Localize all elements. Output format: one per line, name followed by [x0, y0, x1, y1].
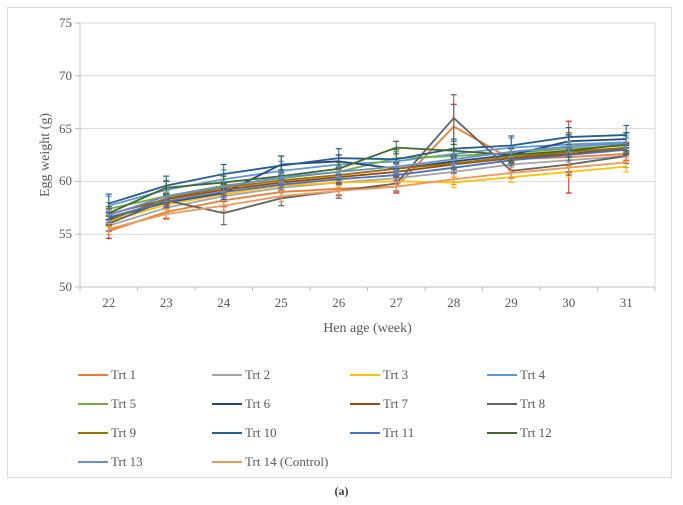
- legend-swatch: [212, 402, 242, 405]
- legend-item-trt-2: Trt 2: [212, 367, 350, 383]
- legend-swatch: [78, 460, 108, 463]
- x-tick-30: 30: [562, 295, 576, 310]
- x-tick-27: 27: [389, 295, 403, 310]
- y-tick-55: 55: [59, 226, 72, 242]
- legend-label: Trt 9: [111, 424, 137, 440]
- x-tick-24: 24: [217, 295, 231, 310]
- legend-swatch: [487, 402, 517, 405]
- chart-legend: Trt 1 Trt 2 Trt 3 Trt 4 Trt 5 Trt 6 Trt 7 Trt 8…: [78, 360, 618, 476]
- legend-item-trt-12: Trt 12: [487, 425, 612, 441]
- legend-item-trt-6: Trt 6: [212, 396, 350, 412]
- legend-swatch: [350, 373, 380, 376]
- legend-swatch: [487, 373, 517, 376]
- y-tick-70: 70: [59, 67, 72, 83]
- legend-label: Trt 6: [245, 395, 271, 411]
- legend-item-trt-8: Trt 8: [487, 396, 612, 412]
- x-tick-29: 29: [504, 295, 518, 310]
- legend-swatch: [350, 402, 380, 405]
- legend-item-trt-1: Trt 1: [78, 367, 212, 383]
- legend-item-trt-5: Trt 5: [78, 396, 212, 412]
- legend-label: Trt 3: [383, 366, 409, 382]
- axes: [75, 22, 656, 291]
- gridlines: [80, 22, 656, 287]
- legend-item-trt-9: Trt 9: [78, 425, 212, 441]
- legend-item-trt-11: Trt 11: [350, 425, 487, 441]
- x-tick-28: 28: [447, 295, 461, 310]
- legend-swatch: [350, 431, 380, 434]
- legend-swatch: [78, 402, 108, 405]
- y-tick-65: 65: [59, 120, 72, 136]
- legend-label: Trt 10: [245, 424, 277, 440]
- x-tick-25: 25: [274, 295, 288, 310]
- legend-item-trt-3: Trt 3: [350, 367, 487, 383]
- series-trt-14-control: [105, 156, 630, 235]
- line-chart: [75, 22, 656, 291]
- legend-swatch: [212, 373, 242, 376]
- legend-swatch: [487, 431, 517, 434]
- y-tick-60: 60: [59, 173, 72, 189]
- legend-label: Trt 4: [520, 366, 546, 382]
- legend-label: Trt 8: [520, 395, 546, 411]
- legend-label: Trt 2: [245, 366, 271, 382]
- legend-label: Trt 5: [111, 395, 137, 411]
- chart-frame: [7, 7, 672, 478]
- legend-item-trt-4: Trt 4: [487, 367, 612, 383]
- legend-label: Trt 13: [111, 453, 143, 469]
- x-tick-31: 31: [619, 295, 633, 310]
- legend-swatch: [78, 431, 108, 434]
- legend-item-trt-10: Trt 10: [212, 425, 350, 441]
- legend-label: Trt 14 (Control): [245, 453, 329, 469]
- legend-item-trt-13: Trt 13: [78, 454, 212, 470]
- x-tick-23: 23: [159, 295, 173, 310]
- x-tick-22: 22: [102, 295, 116, 310]
- x-tick-26: 26: [332, 295, 346, 310]
- legend-swatch: [212, 460, 242, 463]
- figure-caption: (a): [334, 484, 349, 498]
- legend-swatch: [212, 431, 242, 434]
- legend-label: Trt 12: [520, 424, 552, 440]
- legend-label: Trt 11: [383, 424, 415, 440]
- legend-label: Trt 1: [111, 366, 137, 382]
- legend-item-trt-7: Trt 7: [350, 396, 487, 412]
- y-tick-50: 50: [59, 279, 72, 294]
- legend-swatch: [78, 373, 108, 376]
- y-tick-75: 75: [59, 15, 72, 30]
- series-trt-13: [105, 137, 630, 222]
- x-axis-title: Hen age (week): [323, 321, 412, 336]
- legend-label: Trt 7: [383, 395, 409, 411]
- legend-item-trt-14-control: Trt 14 (Control): [212, 454, 350, 470]
